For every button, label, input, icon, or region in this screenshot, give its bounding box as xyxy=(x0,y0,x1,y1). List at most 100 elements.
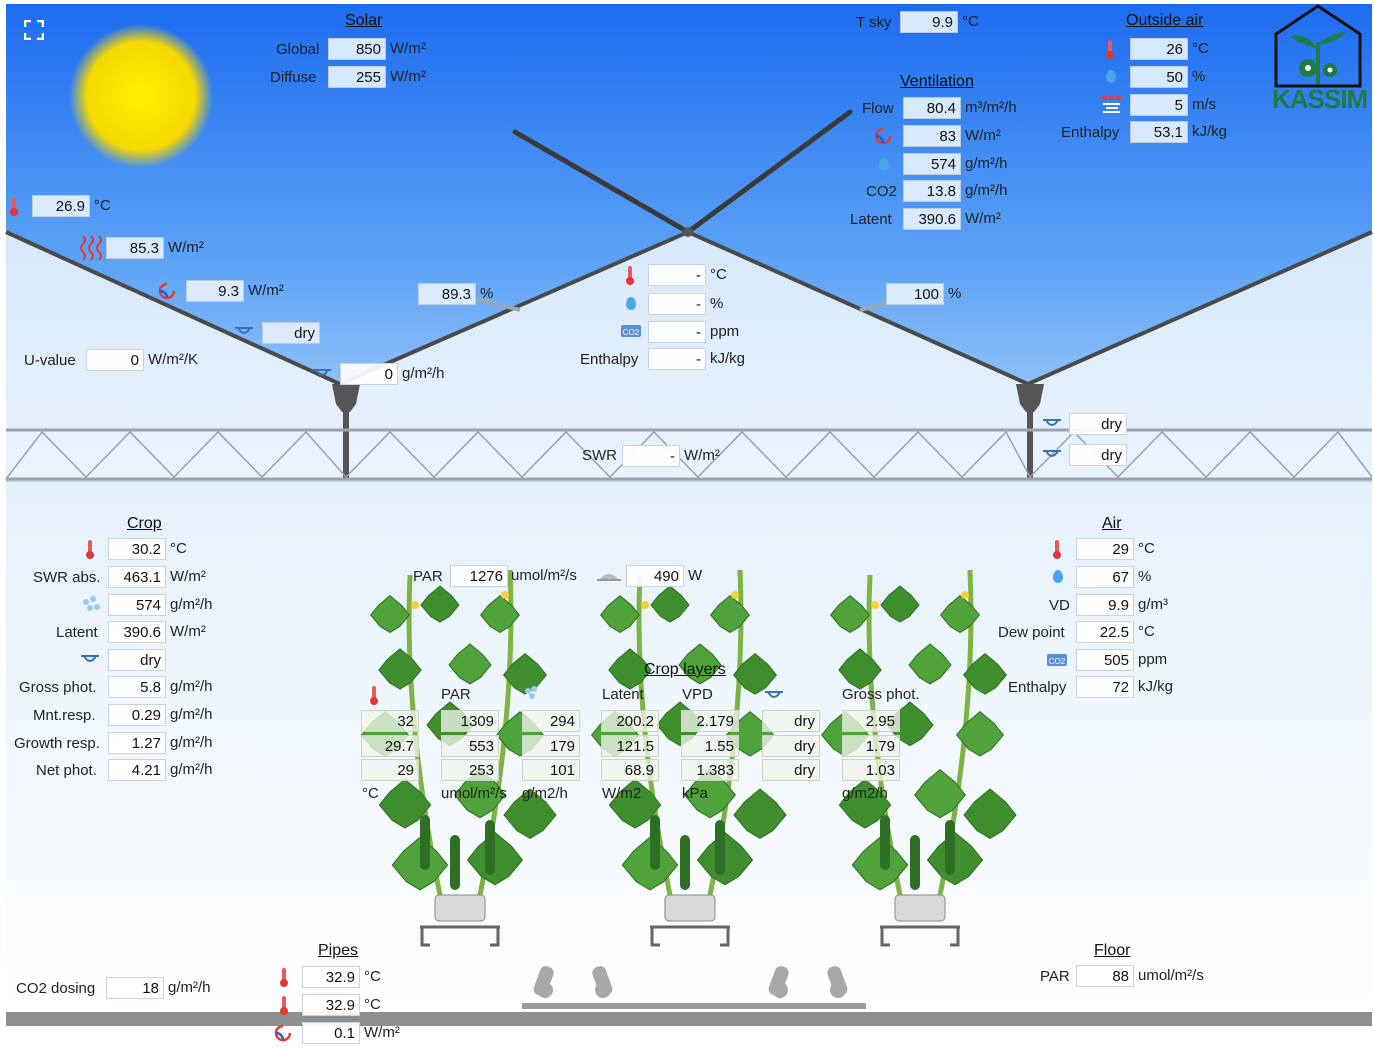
air-temp-value: 29 xyxy=(1076,538,1134,560)
co2-dosing-label: CO2 dosing xyxy=(16,980,96,997)
crop-layer-cell: 1309 xyxy=(441,710,499,732)
left-roof-transmission-unit: % xyxy=(480,285,494,302)
transpiration-icon xyxy=(83,596,100,611)
layers-unit-par: umol/m²/s xyxy=(441,785,507,802)
crop-layer-cell: 68.9 xyxy=(601,759,659,781)
roof-temp-value: 26.9 xyxy=(32,195,90,217)
growth-resp-value: 1.27 xyxy=(108,732,166,754)
screen-thermometer-icon xyxy=(626,266,634,286)
air-thermometer-icon xyxy=(1053,540,1061,560)
air-humidity-icon xyxy=(1053,570,1063,583)
mnt-resp-label: Mnt.resp. xyxy=(33,707,96,724)
uvalue-unit: W/m²/K xyxy=(148,351,198,368)
layers-unit-gross-phot: g/m2/h xyxy=(842,785,888,802)
crop-latent-value: 390.6 xyxy=(108,621,166,643)
co2-dosing-value: 18 xyxy=(106,977,164,999)
crop-layer-cell: 2.179 xyxy=(681,710,739,732)
vent-heat-unit: W/m² xyxy=(965,127,1001,144)
outside-air-header: Outside air xyxy=(1126,12,1204,29)
crop-layer-cell: 1.383 xyxy=(681,759,739,781)
fullscreen-icon[interactable] xyxy=(24,20,44,40)
wind-speed-value: 5 xyxy=(1130,94,1188,116)
crop-layer-cell: 253 xyxy=(441,759,499,781)
wind-speed-unit: m/s xyxy=(1192,96,1217,113)
crop-layer-cell: 2.95 xyxy=(842,710,900,732)
lamp-power-unit: W xyxy=(688,567,703,584)
layers-col-vpd: VPD xyxy=(682,686,713,703)
crop-plants xyxy=(361,569,1017,947)
layers-unit-latent: W/m2 xyxy=(602,785,642,802)
pipe1-temp-value: 32.9 xyxy=(302,966,360,988)
diffuse-unit: W/m² xyxy=(390,68,426,85)
gutter-drain-unit: g/m²/h xyxy=(402,365,445,382)
crop-header: Crop xyxy=(127,515,162,532)
flow-label: Flow xyxy=(862,100,894,117)
swr-abs-label: SWR abs. xyxy=(33,569,101,586)
air-co2-value: 505 xyxy=(1076,649,1134,671)
net-phot-value: 4.21 xyxy=(108,759,166,781)
screen-air-humidity-unit: % xyxy=(710,295,724,312)
greenhouse-logo-icon xyxy=(1274,4,1362,88)
crop-layer-cell: 200.2 xyxy=(601,710,659,732)
roof-thermometer-icon xyxy=(10,197,18,217)
layers-unit-vpd: kPa xyxy=(682,785,708,802)
crop-layer-cell: dry xyxy=(762,710,820,732)
outside-temp-unit: °C xyxy=(1192,40,1209,57)
humidity-icon xyxy=(1106,70,1116,83)
roof-convection-value: 9.3 xyxy=(186,280,244,302)
screen-air-enthalpy-value: - xyxy=(648,348,706,370)
crop-wetness-icon xyxy=(81,655,99,662)
pipe-heat-unit: W/m² xyxy=(364,1024,400,1041)
thermometer-icon xyxy=(1106,40,1114,60)
vent-co2-label: CO2 xyxy=(866,183,897,200)
layers-transpiration-icon xyxy=(525,686,537,699)
crop-layer-cell: 1.79 xyxy=(842,735,900,757)
cucumber-plant xyxy=(821,569,1017,947)
pipe1-temp-unit: °C xyxy=(364,968,381,985)
co2-icon: CO2 xyxy=(621,325,641,337)
crop-temp-unit: °C xyxy=(170,540,187,557)
crop-layer-cell: 553 xyxy=(441,735,499,757)
net-phot-label: Net phot. xyxy=(36,762,97,779)
roof-convection-unit: W/m² xyxy=(248,282,284,299)
left-roof-transmission-value: 89.3 xyxy=(418,283,476,305)
roof-radiation-unit: W/m² xyxy=(168,239,204,256)
crop-swr-unit: W/m² xyxy=(170,568,206,585)
layers-col-par: PAR xyxy=(441,686,471,703)
pipe-heat-value: 0.1 xyxy=(302,1022,360,1044)
roof-radiation-value: 85.3 xyxy=(106,237,164,259)
global-label: Global xyxy=(276,41,320,58)
vent-latent-label: Latent xyxy=(850,211,892,228)
air-co2-icon: CO2 xyxy=(1047,654,1067,666)
air-enthalpy-value: 72 xyxy=(1076,676,1134,698)
outside-enthalpy-unit: kJ/kg xyxy=(1192,123,1228,140)
diffuse-label: Diffuse xyxy=(270,69,317,86)
outside-temp-value: 26 xyxy=(1130,38,1188,60)
condensation-icon xyxy=(235,327,253,334)
crop-transpiration-value: 574 xyxy=(108,594,166,616)
solar-header: Solar xyxy=(345,12,383,29)
screen1-condensation-value: dry xyxy=(1069,413,1127,435)
radiation-icon xyxy=(80,235,102,261)
canopy-par-value: 1276 xyxy=(450,565,508,587)
crop-swr-value: 463.1 xyxy=(108,566,166,588)
layers-wetness-icon xyxy=(765,691,783,698)
pipe-convection-icon xyxy=(274,1024,292,1042)
crop-layer-cell: 29.7 xyxy=(361,735,419,757)
dew-point-unit: °C xyxy=(1138,623,1155,640)
cucumber-plant xyxy=(361,569,557,947)
air-enthalpy-unit: kJ/kg xyxy=(1138,678,1174,695)
tsky-value: 9.9 xyxy=(900,11,958,33)
screen-air-temp-unit: °C xyxy=(710,266,727,283)
gross-phot-unit: g/m²/h xyxy=(170,678,213,695)
roof-condensation-value: dry xyxy=(262,322,320,344)
global-unit: W/m² xyxy=(390,40,426,57)
kassim-logo: KASSIM xyxy=(1270,4,1368,116)
floor-par-value: 88 xyxy=(1076,965,1134,987)
pipe2-temp-unit: °C xyxy=(364,996,381,1013)
right-roof-transmission-value: 100 xyxy=(886,283,944,305)
global-radiation-value: 850 xyxy=(328,38,386,60)
crop-layer-cell: dry xyxy=(762,735,820,757)
crop-layer-cell: 1.03 xyxy=(842,759,900,781)
screen-humidity-icon xyxy=(626,297,636,310)
